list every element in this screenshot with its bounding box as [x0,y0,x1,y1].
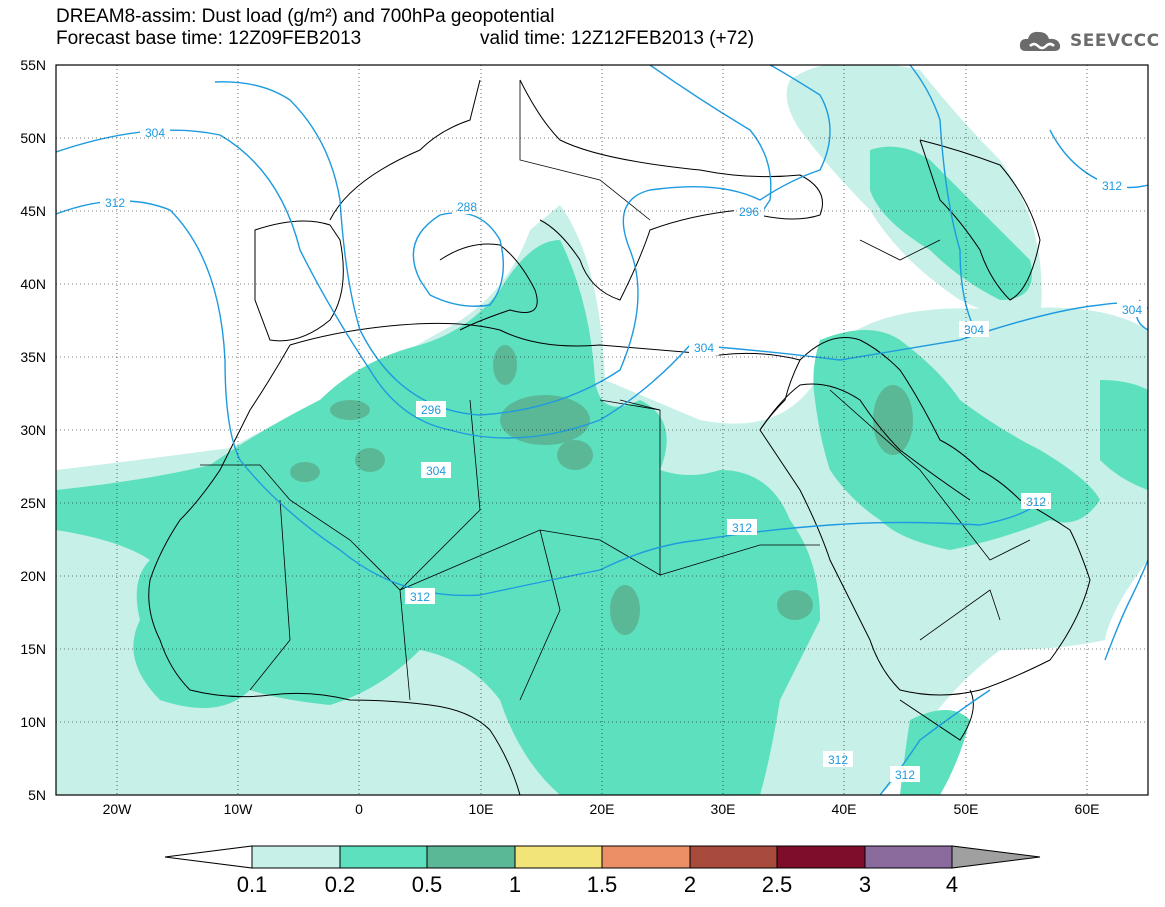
country-borders [200,80,1031,701]
contour-label-312-b: 312 [410,590,430,604]
title-line-1: DREAM8-assim: Dust load (g/m²) and 700hP… [56,6,555,27]
contour-label-304-e: 304 [1122,303,1142,317]
dust-level-0-5 [290,345,913,635]
graticule [56,65,1148,795]
lat-label: 15N [20,641,46,657]
lat-label: 10N [20,714,46,730]
colorbar-label: 0.5 [411,872,443,897]
lat-label: 30N [20,422,46,438]
contour-label-312-d: 312 [1102,179,1122,193]
map-header: DREAM8-assim: Dust load (g/m²) and 700hP… [56,6,754,50]
contour-label-312-g: 312 [895,768,915,782]
contour-label-312-c: 312 [732,521,752,535]
lat-label: 25N [20,495,46,511]
coastlines [148,79,1091,795]
contour-label-288: 288 [457,200,477,214]
contour-labels: 304 312 288 296 296 304 304 304 304 312 … [100,124,1147,782]
lon-label: 40E [831,801,857,817]
lon-label: 10W [223,801,253,817]
contour-label-312-e: 312 [1026,495,1046,509]
lon-label: 50E [953,801,979,817]
lat-label: 45N [20,203,46,219]
colorbar-label: 1.5 [586,872,618,897]
lat-label: 35N [20,349,46,365]
contour-label-304-d: 304 [964,323,984,337]
contour-label-312-f: 312 [828,753,848,767]
colorbar-label: 0.1 [236,872,268,897]
contour-label-312-a: 312 [105,196,125,210]
lat-label: 50N [20,130,46,146]
lon-label: 20W [102,801,132,817]
colorbar-label: 2 [683,872,697,897]
colorbar-label: 2.5 [761,872,793,897]
lon-label: 20E [589,801,615,817]
contour-label-304-a: 304 [145,126,165,140]
contour-label-304-b: 304 [426,464,446,478]
seevccc-logo: SEEVCCC [1018,27,1160,55]
lat-label: 20N [20,568,46,584]
lat-label: 5N [28,787,46,803]
geopotential-contours [56,65,1148,795]
lon-label: 0 [355,801,363,817]
title-line-2: Forecast base time: 12Z09FEB2013 [56,28,362,49]
logo-text: SEEVCCC [1070,31,1160,51]
contour-label-296-b: 296 [739,205,759,219]
contour-label-296-a: 296 [421,403,441,417]
colorbar-label: 1 [508,872,522,897]
colorbar-label: 3 [858,872,872,897]
lat-label: 55N [20,57,46,73]
lon-label: 60E [1074,801,1100,817]
colorbar-label: 0.2 [324,872,356,897]
cloud-logo-icon [1019,31,1061,51]
lon-label: 10E [468,801,494,817]
colorbar-label: 4 [945,872,959,897]
dust-load-map: 304 312 288 296 296 304 304 304 304 312 … [55,64,1149,796]
map-frame [55,64,1149,796]
valid-time-label: valid time: 12Z12FEB2013 (+72) [480,28,755,49]
contour-label-304-c: 304 [694,341,714,355]
lat-label: 40N [20,276,46,292]
lon-label: 30E [710,801,736,817]
